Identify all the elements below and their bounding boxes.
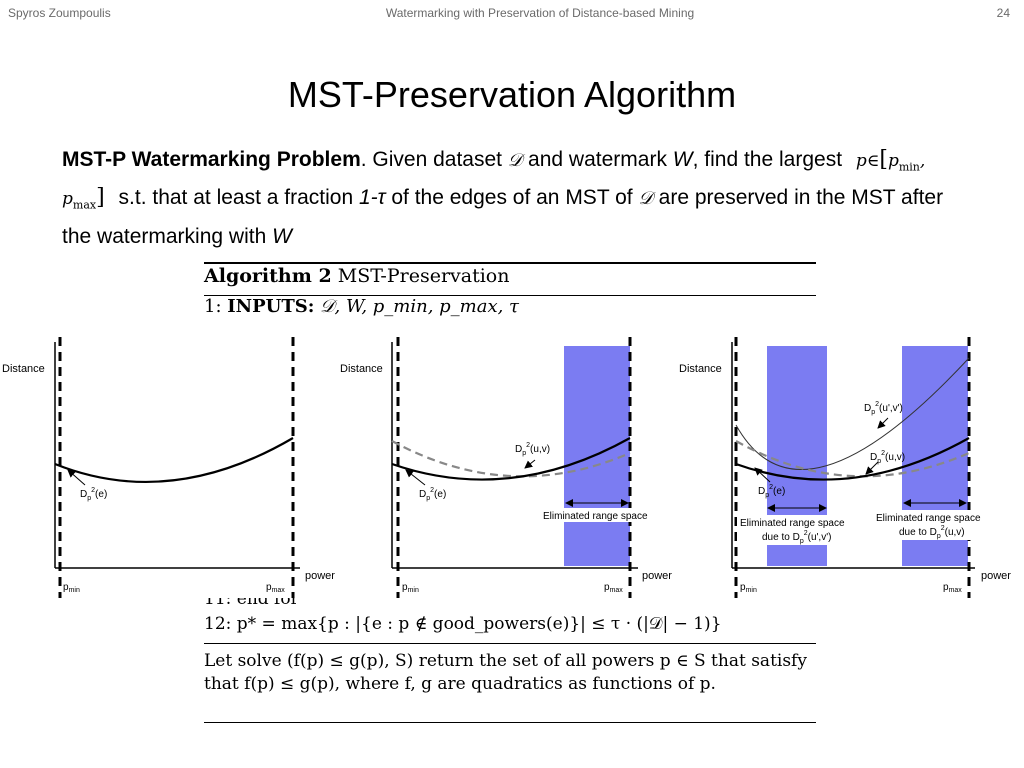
- formula-pmin: p: [887, 151, 899, 171]
- dataset-symbol-2: 𝒟: [638, 188, 653, 210]
- fraction-symbol: 1-τ: [358, 186, 386, 210]
- algorithm-top-rule: [204, 262, 816, 264]
- panel-1: Distance power pmin pmax Dp2(e): [2, 337, 335, 598]
- p2-label-duv: Dp2(u,v): [515, 442, 550, 457]
- slide-header-author: Spyros Zoumpoulis: [8, 6, 111, 20]
- algorithm-label: Algorithm 2: [204, 265, 332, 287]
- p3-tick-pmin: pmin: [740, 582, 757, 594]
- p3-curve-duv-dashed: [735, 440, 970, 478]
- p2-y-label: Distance: [340, 363, 383, 375]
- p1-tick-pmin: pmin: [63, 582, 80, 594]
- p3-label-bg-right: [873, 510, 1001, 540]
- formula-pmax-sub: max: [72, 198, 97, 212]
- p3-curve-de: [735, 437, 970, 481]
- p3-de-arrow: [754, 467, 771, 483]
- algorithm-mid-rule: [204, 643, 816, 644]
- p3-label-duv: Dp2(u,v): [870, 450, 905, 465]
- formula-p: p: [855, 151, 867, 171]
- problem-text-2: and watermark: [522, 148, 673, 171]
- p2-curve-duv-dashed: [391, 440, 631, 478]
- p2-label-de: Dp2(e): [419, 487, 446, 502]
- algorithm-bottom-rule: [204, 722, 816, 723]
- problem-text-6: are preserved in the MST after the water…: [62, 186, 944, 248]
- p3-duv-arrow: [865, 461, 879, 475]
- line1-number: 1:: [204, 296, 222, 317]
- problem-text-1: . Given dataset: [360, 148, 508, 171]
- p1-x-label: power: [305, 570, 335, 582]
- p3-tick-pmax: pmax: [943, 582, 962, 594]
- p3-x-label: power: [981, 570, 1011, 582]
- p1-tick-pmax: pmax: [266, 582, 285, 594]
- slide-header-title: Watermarking with Preservation of Distan…: [385, 6, 695, 20]
- p2-eliminated-label: Eliminated range space: [543, 511, 648, 522]
- algorithm-line-12: 12: p* = max{p : |{e : p ∉ good_powers(e…: [204, 614, 722, 634]
- slide-number: 24: [996, 6, 1010, 20]
- line1-keyword: INPUTS:: [227, 296, 315, 317]
- distance-vs-power-figure: Distance power pmin pmax Dp2(e) Distance…: [0, 330, 1024, 598]
- watermark-symbol-2: W: [272, 224, 292, 248]
- algorithm-header-rule: [204, 295, 816, 296]
- slide-title: MST-Preservation Algorithm: [287, 74, 737, 115]
- p3-eliminated-label-left: Eliminated range space: [740, 518, 845, 529]
- p2-tick-pmax: pmax: [604, 582, 623, 594]
- watermark-symbol: W: [672, 148, 693, 171]
- algorithm-note: Let solve (f(p) ≤ g(p), S) return the se…: [204, 651, 807, 694]
- line1-args: 𝒟, W, p_min, p_max, τ: [320, 296, 520, 317]
- problem-lead: MST-P Watermarking Problem: [62, 148, 361, 171]
- algorithm-line-1: 1: INPUTS: 𝒟, W, p_min, p_max, τ: [204, 296, 816, 317]
- problem-statement: MST-P Watermarking Problem. Given datase…: [62, 144, 962, 252]
- p2-label-bg: [540, 508, 666, 522]
- algorithm-header: Algorithm 2 MST-Preservation: [204, 265, 816, 287]
- p3-label-de: Dp2(e): [758, 484, 785, 499]
- p2-de-arrow: [405, 469, 426, 486]
- problem-text-3: , find the largest: [692, 148, 848, 171]
- problem-text-4: s.t. that at least a fraction: [112, 186, 359, 210]
- p3-due-label-left: due to Dp2(u',v'): [762, 530, 831, 545]
- algorithm-name: MST-Preservation: [337, 265, 510, 287]
- p2-eliminated-region: [564, 346, 630, 566]
- panel-3: Distance power pmin pmax Dp2(u',v') Dp2(…: [679, 337, 1011, 598]
- formula-pmax: p: [62, 189, 73, 210]
- p3-dupvp-arrow: [877, 417, 889, 429]
- formula-in: ∈: [866, 151, 880, 171]
- p2-x-label: power: [642, 570, 672, 582]
- formula-pmin-sub: min: [898, 160, 920, 174]
- p1-de-arrow: [67, 469, 86, 486]
- p1-y-label: Distance: [2, 363, 45, 375]
- p3-due-label-right: due to Dp2(u,v): [899, 525, 965, 540]
- range-formula: p∈[pmin, pmax]: [62, 147, 926, 212]
- p2-tick-pmin: pmin: [402, 582, 419, 594]
- panel-2: Distance power pmin pmax Dp2(e) Dp2(u,v)…: [340, 337, 672, 598]
- p3-label-dupvp: Dp2(u',v'): [864, 401, 903, 416]
- p3-y-label: Distance: [679, 363, 722, 375]
- p2-curve-de: [391, 437, 631, 481]
- p3-label-bg-left: [737, 515, 865, 545]
- p2-duv-arrow: [524, 459, 536, 469]
- p1-curve-de: [54, 437, 294, 483]
- problem-text-5: of the edges of an MST of: [385, 186, 639, 210]
- p1-label-de: Dp2(e): [80, 487, 107, 502]
- figure-background: [0, 330, 1024, 598]
- dataset-symbol: 𝒟: [507, 150, 523, 171]
- p3-eliminated-label-right: Eliminated range space: [876, 513, 981, 524]
